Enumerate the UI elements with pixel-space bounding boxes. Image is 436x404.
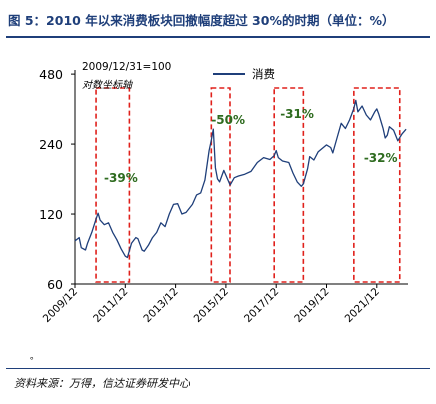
drawdown-label: -31% <box>280 107 314 121</box>
x-tick-label: 2015/12 <box>192 286 231 325</box>
drawdown-box <box>95 87 131 283</box>
base-date-note: 2009/12/31=100 <box>82 61 171 73</box>
x-tick-label: 2021/12 <box>343 286 382 325</box>
series-line-consumption <box>74 99 407 259</box>
log-scale-note: 对数坐标轴 <box>82 79 133 91</box>
y-tick-label: 60 <box>47 277 63 292</box>
x-tick-label: 2013/12 <box>141 286 180 325</box>
source-note: 资料来源：万得，信达证券研发中心 <box>14 377 190 390</box>
figure-title: 图 5：2010 年以来消费板块回撤幅度超过 30%的时期（单位：%） <box>8 13 395 28</box>
x-tick-label: 2019/12 <box>292 286 331 325</box>
drawdown-box <box>353 87 401 283</box>
source-rule <box>6 368 430 369</box>
y-tick-label: 120 <box>39 207 63 222</box>
stray-mark: 。 <box>30 352 40 362</box>
x-tick-label: 2017/12 <box>242 286 281 325</box>
drawdown-label: -32% <box>364 151 398 165</box>
x-tick-label: 2011/12 <box>91 286 130 325</box>
drawdown-label: -50% <box>211 113 245 127</box>
drawdown-label: -39% <box>104 171 138 185</box>
y-tick-label: 480 <box>39 67 63 82</box>
y-tick-label: 240 <box>39 137 63 152</box>
title-rule <box>6 36 430 38</box>
legend-label: 消费 <box>252 67 275 81</box>
